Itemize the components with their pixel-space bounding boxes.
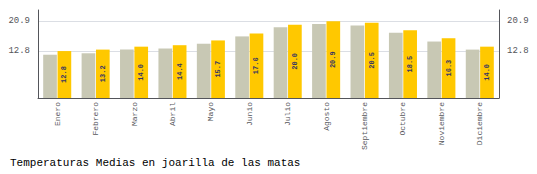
svg-text:Marzo: Marzo bbox=[130, 102, 139, 126]
svg-text:14.0: 14.0 bbox=[137, 64, 145, 81]
svg-text:15.7: 15.7 bbox=[214, 61, 222, 78]
svg-text:12.8: 12.8 bbox=[507, 46, 529, 56]
svg-text:13.2: 13.2 bbox=[99, 65, 107, 82]
svg-text:20.9: 20.9 bbox=[507, 16, 529, 26]
svg-text:20.9: 20.9 bbox=[8, 16, 30, 26]
svg-text:Octubre: Octubre bbox=[398, 102, 407, 136]
svg-text:12.8: 12.8 bbox=[8, 46, 30, 56]
svg-text:Temperaturas Medias en joarill: Temperaturas Medias en joarilla de las m… bbox=[10, 157, 300, 169]
svg-text:17.6: 17.6 bbox=[252, 57, 260, 74]
svg-text:20.0: 20.0 bbox=[291, 53, 299, 70]
svg-text:Diciembre: Diciembre bbox=[475, 102, 484, 145]
svg-text:Agosto: Agosto bbox=[322, 102, 331, 131]
svg-text:Febrero: Febrero bbox=[91, 102, 100, 136]
svg-text:14.0: 14.0 bbox=[483, 64, 491, 81]
svg-text:14.4: 14.4 bbox=[176, 63, 184, 80]
svg-text:Mayo: Mayo bbox=[206, 102, 215, 121]
svg-text:Abril: Abril bbox=[168, 102, 177, 126]
svg-text:18.5: 18.5 bbox=[406, 56, 414, 73]
svg-text:Noviembre: Noviembre bbox=[437, 102, 446, 145]
svg-text:Julio: Julio bbox=[283, 102, 292, 126]
svg-text:Enero: Enero bbox=[53, 102, 62, 126]
svg-text:20.9: 20.9 bbox=[329, 51, 337, 68]
svg-text:12.8: 12.8 bbox=[60, 66, 68, 83]
svg-text:20.5: 20.5 bbox=[368, 52, 376, 69]
svg-text:Junio: Junio bbox=[245, 102, 254, 126]
svg-text:Septiembre: Septiembre bbox=[360, 102, 369, 150]
svg-text:16.3: 16.3 bbox=[445, 60, 453, 77]
